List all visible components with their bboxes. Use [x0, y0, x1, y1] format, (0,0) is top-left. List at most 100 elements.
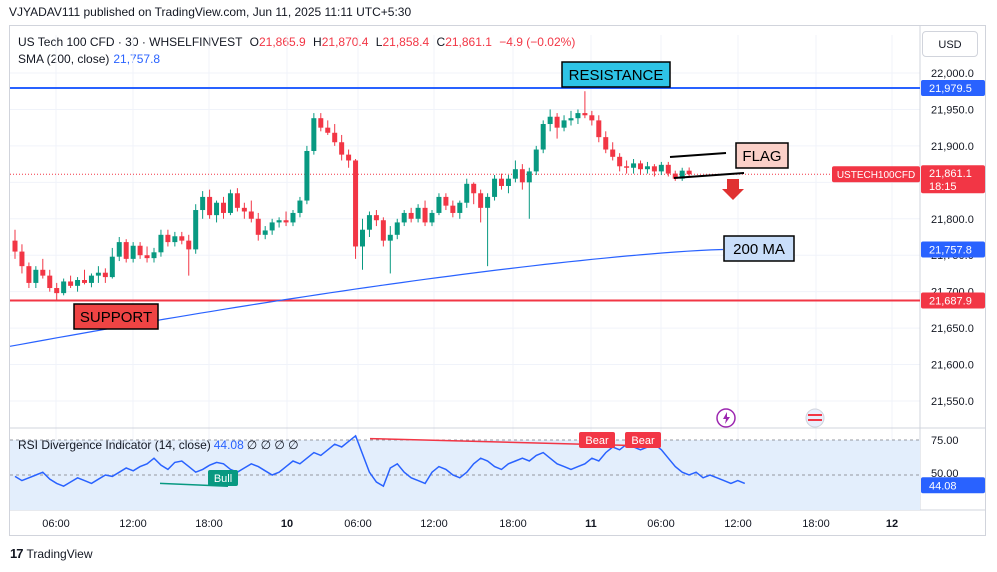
candle-body: [436, 196, 442, 213]
candle-body: [638, 163, 643, 170]
candle-body: [512, 169, 518, 179]
time-tick: 11: [585, 518, 597, 530]
bull-label-bg: [208, 470, 238, 486]
candle-body: [158, 234, 164, 253]
last-price-tag: 21,861.1: [929, 168, 972, 180]
candle-body: [241, 207, 247, 212]
candle-body: [68, 281, 74, 286]
candle-body: [269, 222, 275, 231]
rsi-legend: RSI Divergence Indicator (14, close) 44.0…: [18, 438, 299, 452]
high-value: 21,870.4: [321, 35, 369, 49]
chart-frame: [9, 25, 986, 536]
rsi-value-tag-bg: [921, 477, 985, 494]
candle-body: [526, 171, 532, 183]
support-price-tag-bg: [921, 292, 985, 309]
candle-body: [123, 242, 129, 259]
candle-body: [631, 163, 637, 168]
candle-body: [450, 205, 456, 213]
rsi-value-tag: 44.08: [929, 480, 957, 492]
candle-body: [214, 202, 220, 216]
candle-body: [325, 127, 331, 133]
lightning-bolt-icon: [723, 412, 730, 424]
time-tick: 18:00: [499, 518, 527, 530]
candle-body: [179, 236, 185, 241]
high-label: H: [313, 35, 322, 49]
currency-button[interactable]: USD: [922, 31, 978, 57]
bear-label-2: Bear: [631, 435, 655, 447]
candle-body: [505, 178, 511, 186]
candle-body: [40, 269, 46, 276]
grid: [10, 26, 986, 511]
tradingview-logo-icon: 17: [10, 546, 24, 561]
bull-label: Bull: [214, 473, 232, 485]
instrument-name[interactable]: US Tech 100 CFD · 30 · WHSELFINVEST: [18, 35, 243, 49]
candle-body: [519, 169, 525, 183]
price-tick: 21,600.0: [931, 360, 974, 372]
candle-body: [603, 137, 609, 150]
candle-body: [234, 193, 240, 208]
symbol-tag-bg: [832, 166, 920, 183]
candle-body: [186, 240, 192, 250]
candle-body: [339, 142, 345, 155]
sma-price-tag: 21,757.8: [929, 245, 972, 257]
candle-body: [457, 202, 463, 213]
candle-body: [499, 178, 504, 186]
time-tick: 10: [281, 518, 293, 530]
price-tick: 21,950.0: [931, 104, 974, 116]
candle-body: [401, 212, 407, 223]
candle-body: [366, 215, 372, 230]
candle-body: [582, 113, 588, 116]
support-label-box: [73, 303, 159, 330]
sma-legend-value: 21,757.8: [113, 52, 161, 66]
candle-body: [561, 120, 567, 128]
candle-body: [617, 156, 623, 167]
flag-pattern: [669, 152, 745, 200]
time-tick: 06:00: [344, 518, 372, 530]
tradingview-footer[interactable]: 17 TradingView: [10, 546, 93, 561]
bear-label-1-bg: [579, 432, 615, 448]
candle-body: [130, 245, 136, 259]
rsi-tick-75: 75.00: [931, 435, 959, 447]
candle-body: [346, 154, 352, 161]
flag-top-line: [669, 152, 727, 158]
support-price-tag: 21,687.9: [929, 295, 972, 307]
candle-body: [540, 124, 546, 150]
us-flag-icon: [805, 408, 825, 428]
candle-body: [116, 242, 122, 257]
candle-body: [297, 200, 303, 213]
time-tick: 12:00: [420, 518, 448, 530]
candle-body: [165, 234, 171, 243]
footer-brand: TradingView: [26, 546, 93, 561]
candle-body: [61, 281, 67, 294]
time-tick: 06:00: [42, 518, 70, 530]
candle-body: [429, 212, 435, 223]
candle-body: [492, 178, 498, 197]
bear-label-2-bg: [625, 432, 661, 448]
candle-body: [554, 116, 560, 128]
candle-body: [360, 229, 365, 247]
annotations: RESISTANCE SUPPORT FLAG 200 MA: [73, 61, 795, 330]
candle-body: [485, 196, 491, 208]
candle-body: [589, 115, 595, 121]
price-tick: 22,000.0: [931, 68, 974, 80]
candle-body: [353, 160, 359, 247]
close-value: 21,861.1: [445, 35, 492, 49]
rsi-legend-label[interactable]: RSI Divergence Indicator (14, close): [18, 438, 211, 452]
candle-body: [380, 220, 386, 241]
candle-body: [262, 230, 268, 235]
event-icons: [716, 408, 825, 428]
candle-body: [144, 255, 150, 259]
price-axis: 22,000.021,950.021,900.021,850.021,800.0…: [832, 68, 985, 408]
candle-body: [290, 212, 296, 223]
candle-body: [672, 173, 678, 179]
support-resistance-lines: [10, 86, 920, 302]
ma-label-box: [723, 235, 795, 262]
candle-body: [95, 272, 101, 276]
candle-body: [137, 245, 143, 256]
candle-body: [304, 150, 310, 201]
time-tick: 12:00: [119, 518, 147, 530]
sma-legend-label[interactable]: SMA (200, close): [18, 52, 110, 66]
candle-body: [151, 252, 157, 259]
